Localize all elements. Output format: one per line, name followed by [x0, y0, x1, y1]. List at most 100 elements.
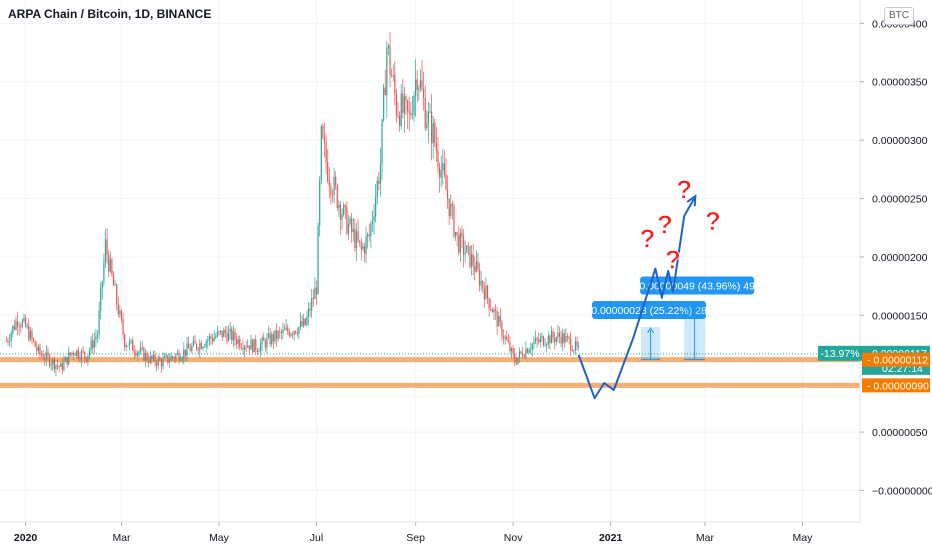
candle-body [146, 353, 148, 361]
candle-body [483, 288, 485, 300]
candle-body [331, 194, 334, 196]
candle-body [498, 316, 500, 327]
candle-body [20, 326, 22, 328]
candle-body [216, 331, 218, 337]
candle-body [426, 124, 428, 129]
candle-body [154, 354, 156, 363]
candle-body [31, 330, 33, 339]
candle-body [478, 269, 481, 286]
candle-body [392, 75, 394, 77]
candle-body [53, 359, 55, 370]
candle-body [133, 350, 135, 354]
candle-body [200, 343, 203, 349]
candle-body [60, 363, 62, 368]
candle-body [323, 137, 326, 144]
candle-body [69, 352, 71, 355]
candle-body [351, 218, 353, 232]
candle-body [317, 225, 319, 295]
candle-body [140, 347, 142, 352]
candle-body [469, 245, 471, 267]
candle-body [159, 358, 161, 361]
candle-body [18, 326, 20, 328]
candle-body [434, 123, 436, 143]
candle-body [314, 287, 316, 300]
candle-body [109, 259, 111, 272]
candle-body [389, 45, 391, 75]
candle-body [243, 346, 246, 350]
candle-body [165, 355, 167, 357]
chart-title: ARPA Chain / Bitcoin, 1D, BINANCE [8, 7, 212, 21]
candle-body [520, 351, 522, 353]
candle-body [36, 346, 38, 351]
candle-body [299, 321, 302, 327]
candle-body [470, 254, 473, 267]
candle-body [55, 365, 57, 370]
price-axis[interactable]: 0.000004000.000003500.000003000.00000250… [818, 0, 932, 550]
time-axis[interactable]: 2020 Mar May Jul Sep Nov 2021 Mar May [0, 521, 932, 550]
candle-body [215, 336, 217, 338]
candle-body [141, 347, 143, 349]
candle-body [407, 100, 409, 112]
candle-body [82, 350, 84, 352]
candle-body [285, 327, 287, 330]
time-tick-label: May [209, 532, 230, 544]
candle-body [408, 111, 410, 113]
candle-body [454, 232, 457, 237]
support-level-badge[interactable] [862, 352, 930, 367]
candle-body [325, 143, 327, 163]
candle-body [383, 87, 385, 120]
candle-body [554, 337, 556, 342]
candle-body [355, 231, 358, 249]
grid [0, 0, 860, 522]
candle-body [202, 347, 204, 349]
candle-body [280, 331, 282, 334]
candle-body [514, 353, 516, 363]
candle-body [437, 150, 439, 167]
candle-body [395, 93, 398, 115]
candle-body [50, 364, 52, 366]
candle-body [418, 88, 420, 90]
candle-body [74, 353, 76, 356]
projection-path[interactable] [577, 195, 697, 400]
candle-body [192, 340, 195, 346]
candle-body [525, 348, 527, 358]
candle-body [482, 281, 484, 289]
support-levels [0, 353, 860, 388]
candle-body [354, 228, 356, 249]
candle-body [291, 333, 294, 335]
candle-body [430, 111, 433, 144]
support-level-badge[interactable] [862, 378, 930, 393]
candle-body [571, 350, 573, 351]
candle-body [80, 350, 83, 360]
candle-body [365, 236, 367, 254]
candle-body [424, 97, 426, 129]
candle-body [23, 317, 25, 321]
candle-body [450, 204, 452, 217]
candle-body [210, 336, 212, 339]
candle-body [570, 338, 572, 351]
candle-body [275, 330, 278, 339]
candle-body [371, 220, 374, 224]
candle-body [472, 254, 474, 267]
candle-body [277, 331, 279, 339]
candle-body [28, 325, 30, 340]
candle-body [125, 345, 127, 347]
candle-body [156, 362, 158, 366]
candle-body [573, 350, 575, 351]
candle-body [266, 337, 268, 348]
candle-body [507, 340, 509, 343]
candle-body [427, 111, 430, 125]
measurements[interactable]: 0.00000028 (25.22%) 28 0.00000049 (43.96%… [591, 276, 755, 361]
candle-body [251, 339, 254, 353]
candle-body [237, 338, 239, 345]
currency-button[interactable]: BTC [884, 7, 914, 25]
candle-body [93, 339, 95, 349]
candle-body [48, 355, 51, 366]
candle-body [416, 79, 418, 90]
projection[interactable] [577, 194, 697, 400]
change-badge[interactable] [818, 345, 862, 361]
measurement-arrow-head [691, 302, 698, 309]
candle-body [119, 310, 121, 315]
